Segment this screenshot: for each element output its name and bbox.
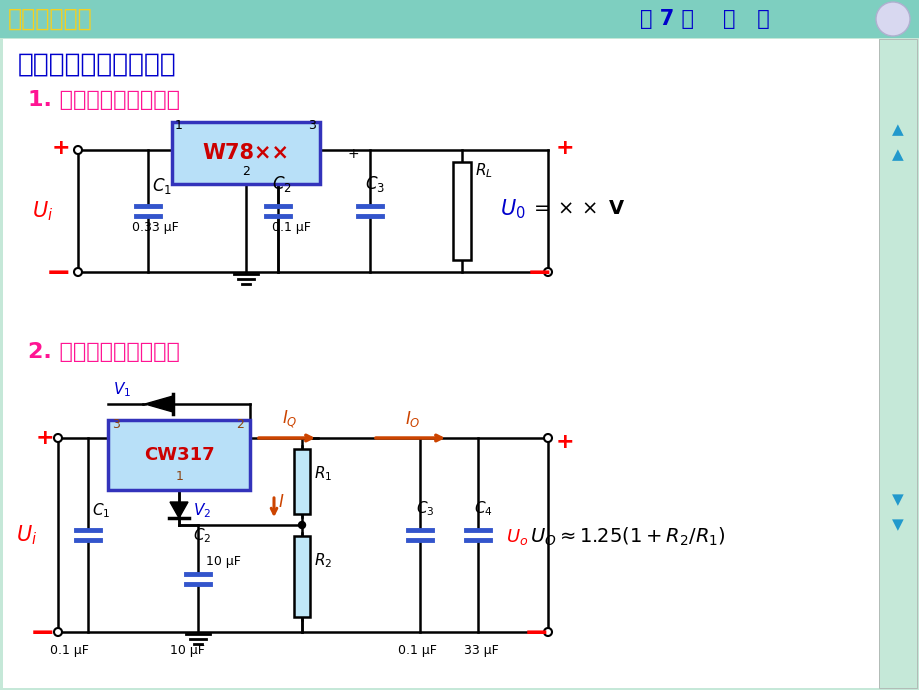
Text: 0.1 μF: 0.1 μF [398, 644, 437, 657]
Text: ▲: ▲ [891, 148, 902, 163]
Circle shape [298, 522, 305, 529]
Circle shape [543, 268, 551, 276]
Text: $U_0$: $U_0$ [499, 197, 525, 221]
Bar [108, 420, 250, 490]
Bar [172, 122, 320, 184]
Text: 33 μF: 33 μF [463, 644, 498, 657]
Text: +: + [555, 138, 574, 158]
Bar [878, 39, 916, 688]
Text: $R_2$: $R_2$ [313, 551, 332, 570]
Text: $C_3$: $C_3$ [415, 499, 434, 518]
Text: 10 μF: 10 μF [206, 555, 241, 568]
Text: 0.33 μF: 0.33 μF [131, 221, 178, 234]
Text: $U_i$: $U_i$ [32, 199, 53, 223]
Text: 2: 2 [242, 165, 250, 178]
Text: $I$: $I$ [278, 493, 284, 511]
Text: 2. 三端可调集成稳压器: 2. 三端可调集成稳压器 [28, 342, 180, 362]
Circle shape [543, 628, 551, 636]
Text: 2: 2 [236, 418, 244, 431]
Circle shape [875, 2, 909, 36]
Text: $U_o$: $U_o$ [505, 527, 528, 547]
Text: ▲: ▲ [891, 123, 902, 137]
Text: 1. 三端固定集成稳压器: 1. 三端固定集成稳压器 [28, 90, 180, 110]
Text: 第 7 章    小   结: 第 7 章 小 结 [640, 9, 769, 29]
Polygon shape [170, 502, 187, 518]
Text: 0.1 μF: 0.1 μF [272, 221, 311, 234]
Text: +: + [52, 138, 71, 158]
Text: 1: 1 [176, 470, 184, 483]
Text: −: − [524, 620, 549, 649]
Text: $I_O$: $I_O$ [405, 409, 421, 429]
Circle shape [74, 268, 82, 276]
Text: $I_Q$: $I_Q$ [282, 409, 297, 431]
Text: CW317: CW317 [143, 446, 214, 464]
Text: $= \times\times$ V: $= \times\times$ V [529, 199, 625, 219]
Text: 3: 3 [112, 418, 119, 431]
Text: ▼: ▼ [891, 518, 902, 533]
Text: −: − [527, 259, 552, 288]
Bar [0, 0, 919, 38]
Text: $U_O \approx 1.25(1 + R_2 / R_1)$: $U_O \approx 1.25(1 + R_2 / R_1)$ [529, 526, 725, 548]
Text: −: − [46, 259, 72, 288]
Text: +: + [36, 428, 54, 448]
Text: $U_i$: $U_i$ [16, 523, 38, 546]
Text: $V_2$: $V_2$ [193, 501, 210, 520]
Text: +: + [347, 147, 359, 161]
Text: 3: 3 [308, 119, 315, 132]
Text: $C_4$: $C_4$ [473, 499, 493, 518]
Circle shape [543, 434, 551, 442]
Text: 模拟电子技术: 模拟电子技术 [8, 7, 93, 31]
Text: $C_1$: $C_1$ [152, 176, 172, 196]
Text: $V_1$: $V_1$ [113, 380, 131, 399]
Circle shape [74, 146, 82, 154]
Text: W78××: W78×× [202, 143, 289, 163]
Text: $C_1$: $C_1$ [92, 501, 110, 520]
Text: $R_L$: $R_L$ [474, 161, 493, 179]
Text: 三、三端集成稳压电路: 三、三端集成稳压电路 [18, 52, 176, 78]
Bar [294, 449, 310, 514]
Polygon shape [145, 396, 173, 412]
Text: $C_2$: $C_2$ [272, 174, 291, 194]
Circle shape [54, 628, 62, 636]
Circle shape [54, 434, 62, 442]
Bar [452, 162, 471, 260]
Text: 1: 1 [175, 119, 183, 132]
Text: 10 μF: 10 μF [170, 644, 205, 657]
Text: ▼: ▼ [891, 493, 902, 508]
Text: +: + [555, 432, 574, 452]
Text: $C_3$: $C_3$ [365, 174, 385, 194]
Text: $C_2$: $C_2$ [193, 526, 211, 544]
Text: $R_1$: $R_1$ [313, 464, 332, 483]
Bar [294, 536, 310, 617]
Text: −: − [30, 620, 55, 649]
Text: 0.1 μF: 0.1 μF [50, 644, 89, 657]
